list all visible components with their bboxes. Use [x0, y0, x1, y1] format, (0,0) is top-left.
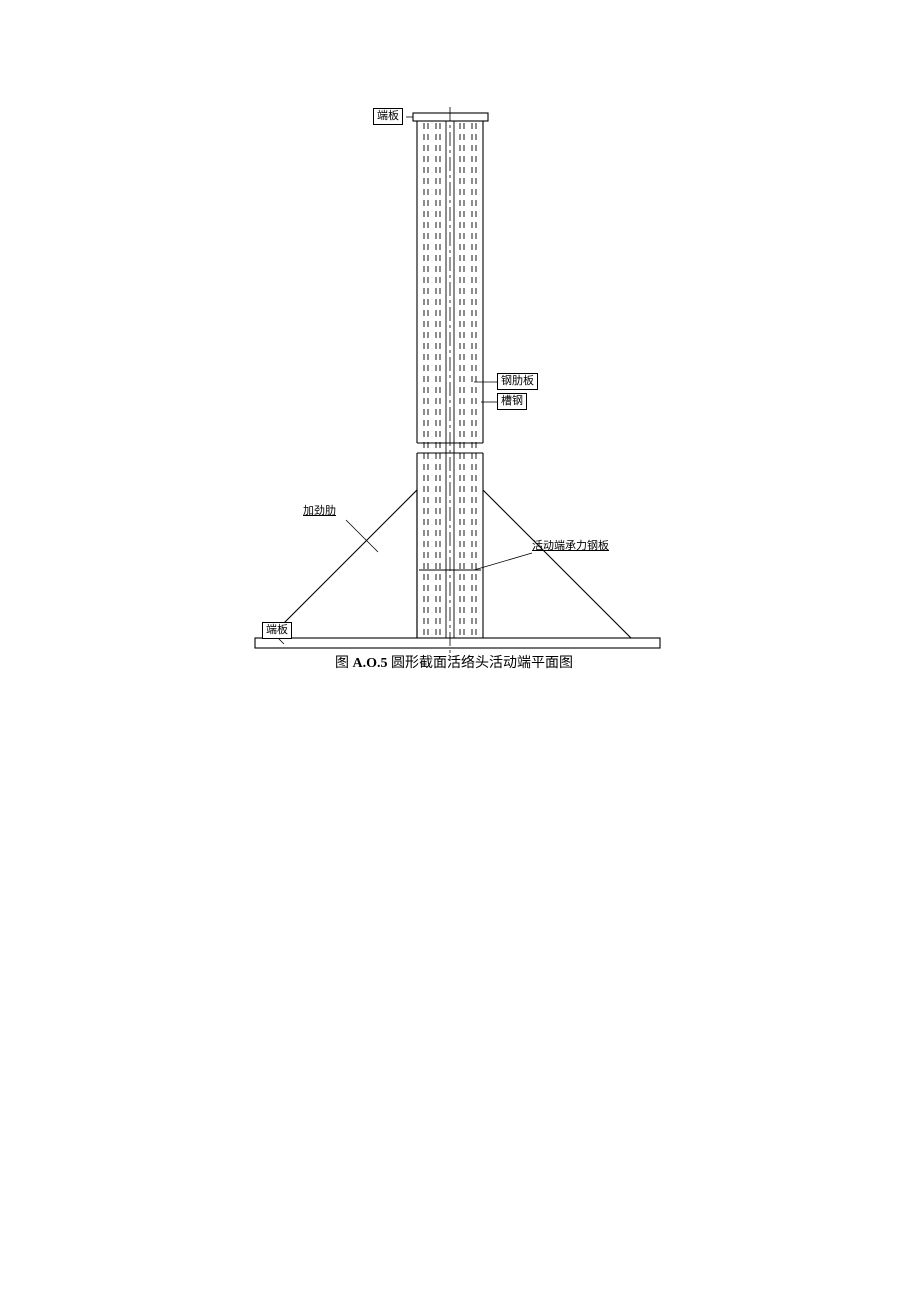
- label-channel-steel: 槽钢: [497, 393, 527, 410]
- label-top-end-plate: 端板: [373, 108, 403, 125]
- label-stiffener: 加劲肋: [303, 505, 336, 518]
- label-web-plate: 钢肋板: [497, 373, 538, 390]
- caption-number: A.O.5: [353, 656, 388, 671]
- caption-title: 圆形截面活络头活动端平面图: [388, 656, 574, 671]
- caption-prefix: 图: [335, 656, 353, 671]
- figure-caption: 图 A.O.5 圆形截面活络头活动端平面图: [335, 652, 573, 672]
- label-bearing-plate: 活动端承力钢板: [532, 540, 609, 553]
- diagram-container: 端板 端板 钢肋板 槽钢 加劲肋 活动端承力钢板 图 A.O.5 圆形截面活络头…: [0, 0, 920, 1301]
- engineering-diagram: [0, 0, 920, 1301]
- label-bottom-end-plate: 端板: [262, 622, 292, 639]
